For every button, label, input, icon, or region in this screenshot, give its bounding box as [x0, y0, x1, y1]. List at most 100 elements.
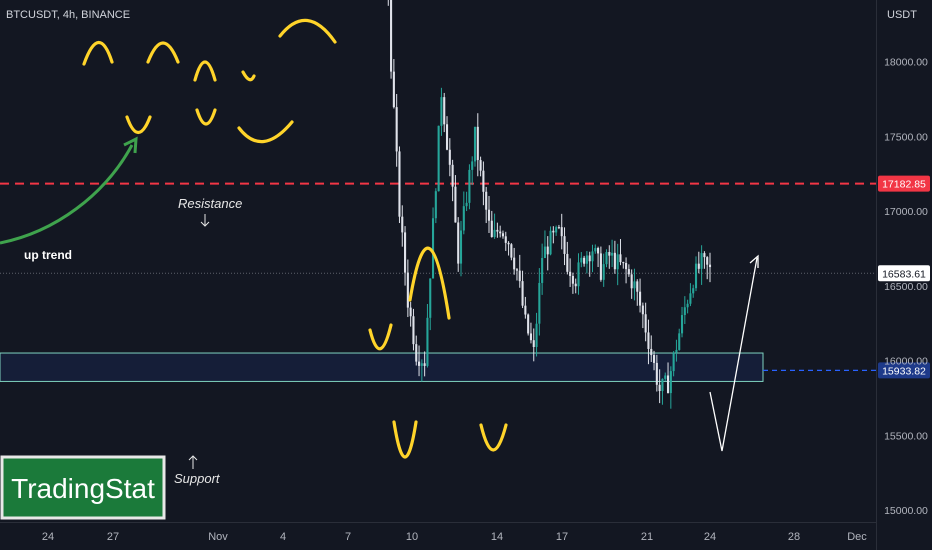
- candle: [465, 191, 468, 212]
- candle: [644, 302, 647, 342]
- y-tick-label: 16000.00: [884, 356, 928, 368]
- candle: [664, 372, 667, 381]
- candle-body: [501, 233, 505, 237]
- candle: [630, 269, 633, 299]
- candle: [666, 362, 670, 394]
- pattern-stroke: [278, 18, 337, 44]
- candle: [445, 116, 449, 151]
- candle: [658, 369, 661, 404]
- candle-body: [429, 278, 432, 318]
- candle: [535, 312, 538, 357]
- currency-label: USDT: [887, 9, 917, 21]
- candle: [641, 302, 644, 329]
- price-level-tag: [878, 175, 930, 192]
- candle: [462, 191, 465, 235]
- candle: [513, 247, 516, 275]
- candle: [591, 244, 594, 273]
- candle-body: [569, 271, 572, 276]
- price-axis[interactable]: 15000.00 15500.00 16000.00 16500.00 17000.00…: [876, 0, 929, 550]
- candle: [529, 322, 533, 344]
- candle-body: [560, 227, 563, 237]
- candle-body: [417, 361, 421, 366]
- candle-body: [415, 344, 418, 362]
- pattern-stroke: [241, 70, 256, 82]
- pattern-stroke: [237, 120, 294, 144]
- candle-body: [529, 333, 533, 341]
- candle: [487, 195, 491, 234]
- candle-body: [412, 316, 415, 345]
- candle-body: [633, 281, 636, 289]
- candle-body: [700, 253, 703, 269]
- candle-body: [496, 229, 499, 232]
- candle-body: [683, 307, 686, 316]
- candle-body: [443, 97, 446, 125]
- candle-body: [708, 264, 712, 268]
- candle: [434, 188, 437, 224]
- candle: [616, 243, 619, 286]
- candlestick-series[interactable]: [4, 0, 712, 409]
- candle-body: [434, 191, 437, 219]
- candle-body: [448, 149, 451, 165]
- candle-body: [630, 274, 633, 289]
- candle-body: [658, 384, 661, 392]
- candle: [473, 126, 477, 167]
- candle-body: [652, 355, 656, 363]
- candle-body: [644, 314, 647, 333]
- candle: [423, 351, 426, 377]
- x-tick-label: 28: [788, 531, 800, 543]
- candle-body: [602, 264, 605, 280]
- support-zone: [0, 352, 764, 382]
- candle-body: [571, 275, 574, 284]
- candle-body: [468, 169, 471, 203]
- candle: [625, 257, 628, 284]
- uptrend-arrowhead-icon: [123, 136, 138, 154]
- candle-body: [694, 263, 698, 289]
- candle-body: [490, 220, 493, 237]
- candle-body: [666, 375, 670, 394]
- candle-body: [485, 191, 488, 210]
- candle-body: [608, 252, 611, 256]
- y-tick-label: 17500.00: [884, 131, 928, 143]
- candle-body: [664, 375, 667, 379]
- candle-body: [672, 352, 675, 372]
- projection-arrowhead-icon: [749, 254, 759, 268]
- candle-body: [625, 262, 628, 270]
- candle-body: [555, 227, 558, 233]
- candle-body: [487, 209, 491, 221]
- candle-body: [398, 151, 401, 217]
- candle: [569, 258, 572, 287]
- candle: [661, 378, 664, 405]
- candle-body: [605, 252, 608, 265]
- candle: [471, 156, 474, 186]
- pattern-drawings: [82, 18, 508, 459]
- candle-body: [527, 314, 530, 334]
- candle: [485, 186, 488, 224]
- candle: [680, 306, 684, 338]
- x-tick-label: Nov: [208, 531, 228, 543]
- y-tick-label: 16500.00: [884, 281, 928, 293]
- candle: [409, 301, 412, 327]
- candle: [650, 335, 653, 362]
- candle-body: [697, 263, 700, 269]
- candle: [459, 220, 463, 277]
- pattern-stroke: [82, 41, 114, 66]
- candle-body: [462, 206, 465, 231]
- candle-body: [549, 230, 552, 255]
- logo-text: TradingStat: [11, 473, 155, 504]
- candle: [580, 252, 583, 268]
- candle: [412, 308, 415, 351]
- candle-body: [650, 348, 653, 356]
- candle-body: [583, 257, 586, 264]
- candle-body: [390, 0, 393, 72]
- symbol-label[interactable]: BTCUSDT, 4h, BINANCE: [6, 9, 130, 21]
- time-axis[interactable]: 24 27 Nov 4 7 10 14 17 21 24 28 Dec: [0, 522, 876, 544]
- candle: [420, 359, 423, 382]
- candle: [443, 92, 446, 133]
- trend-label: up trend: [24, 248, 72, 262]
- candle: [457, 217, 460, 272]
- candle: [599, 246, 602, 282]
- y-tick-label: 18000.00: [884, 57, 928, 69]
- candle-body: [423, 363, 426, 366]
- candle: [639, 278, 642, 313]
